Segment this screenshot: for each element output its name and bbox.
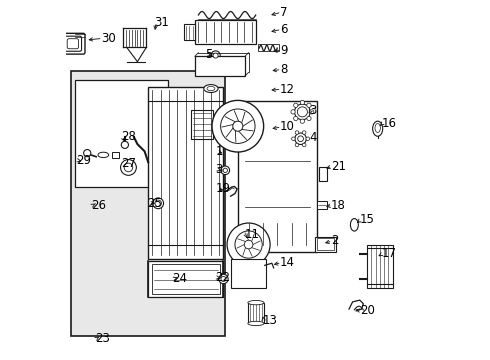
Text: 25: 25 (147, 197, 162, 210)
Circle shape (124, 163, 133, 172)
Circle shape (295, 143, 299, 147)
Bar (148, 261, 223, 297)
Circle shape (300, 119, 304, 123)
Text: 12: 12 (280, 83, 295, 96)
Text: 9: 9 (280, 44, 288, 57)
Circle shape (294, 104, 310, 120)
Circle shape (295, 131, 299, 134)
Bar (112, 152, 119, 158)
Text: 29: 29 (76, 154, 91, 167)
Circle shape (306, 137, 310, 140)
Ellipse shape (375, 123, 380, 132)
Text: 17: 17 (381, 247, 396, 260)
Bar (152, 264, 220, 294)
Circle shape (310, 110, 314, 114)
Text: 8: 8 (280, 63, 288, 76)
Text: 20: 20 (360, 305, 375, 318)
Ellipse shape (98, 152, 109, 158)
Text: 26: 26 (92, 199, 106, 212)
Text: 4: 4 (310, 131, 317, 144)
Bar (191, 110, 213, 139)
Text: 1: 1 (216, 145, 223, 158)
Circle shape (220, 109, 255, 143)
Text: 6: 6 (280, 23, 288, 36)
Circle shape (122, 141, 128, 148)
Circle shape (307, 103, 311, 107)
Circle shape (212, 100, 264, 152)
Bar (71, 71, 225, 336)
Text: 15: 15 (360, 213, 375, 226)
Ellipse shape (350, 219, 358, 231)
Bar (318, 167, 327, 181)
Circle shape (295, 133, 306, 144)
Circle shape (235, 231, 262, 258)
Bar (317, 201, 327, 209)
Circle shape (155, 200, 161, 207)
Text: 21: 21 (331, 160, 346, 173)
Circle shape (223, 168, 227, 172)
Text: 3: 3 (216, 163, 223, 176)
Text: 27: 27 (122, 157, 136, 170)
Ellipse shape (248, 321, 264, 325)
Circle shape (292, 137, 295, 140)
Circle shape (84, 149, 91, 157)
Bar (367, 244, 393, 288)
Text: 31: 31 (155, 16, 170, 29)
Ellipse shape (373, 121, 383, 136)
Circle shape (213, 53, 218, 58)
Circle shape (211, 51, 220, 60)
Circle shape (227, 223, 270, 266)
FancyBboxPatch shape (61, 33, 85, 54)
Text: 10: 10 (280, 121, 295, 134)
Text: 11: 11 (245, 228, 259, 241)
Text: 5: 5 (205, 48, 213, 61)
Circle shape (291, 110, 295, 114)
Ellipse shape (248, 301, 264, 305)
Bar (184, 24, 195, 40)
Ellipse shape (204, 85, 218, 93)
Bar (74, 80, 168, 187)
Bar (148, 87, 223, 259)
Circle shape (302, 143, 306, 147)
Circle shape (121, 159, 136, 175)
FancyBboxPatch shape (67, 39, 78, 49)
Bar (231, 259, 266, 288)
FancyBboxPatch shape (64, 36, 81, 51)
Text: 19: 19 (216, 183, 231, 195)
Circle shape (300, 100, 304, 105)
Text: 3: 3 (310, 104, 317, 117)
Circle shape (307, 116, 311, 121)
Bar (258, 44, 279, 51)
Text: 13: 13 (262, 314, 277, 327)
Text: 16: 16 (381, 117, 396, 130)
Circle shape (245, 240, 253, 249)
Bar (238, 101, 317, 252)
Text: 24: 24 (172, 272, 188, 285)
Circle shape (153, 198, 164, 209)
Bar (248, 303, 264, 323)
Text: 22: 22 (216, 271, 231, 284)
Text: 7: 7 (280, 6, 288, 19)
Circle shape (298, 136, 303, 141)
Circle shape (221, 166, 230, 175)
Text: 18: 18 (331, 199, 346, 212)
Text: 23: 23 (95, 332, 110, 345)
Ellipse shape (207, 86, 215, 91)
Bar (315, 237, 336, 252)
Circle shape (233, 121, 243, 131)
Text: 28: 28 (122, 130, 136, 144)
Bar (195, 21, 256, 44)
Circle shape (302, 131, 306, 134)
Text: 14: 14 (280, 256, 295, 269)
Bar (317, 238, 334, 250)
Circle shape (297, 107, 307, 117)
Text: 30: 30 (101, 32, 116, 45)
Circle shape (221, 276, 226, 282)
Text: 2: 2 (331, 234, 339, 247)
Circle shape (294, 103, 298, 107)
Circle shape (219, 274, 228, 284)
Circle shape (294, 116, 298, 121)
Bar (195, 56, 245, 76)
